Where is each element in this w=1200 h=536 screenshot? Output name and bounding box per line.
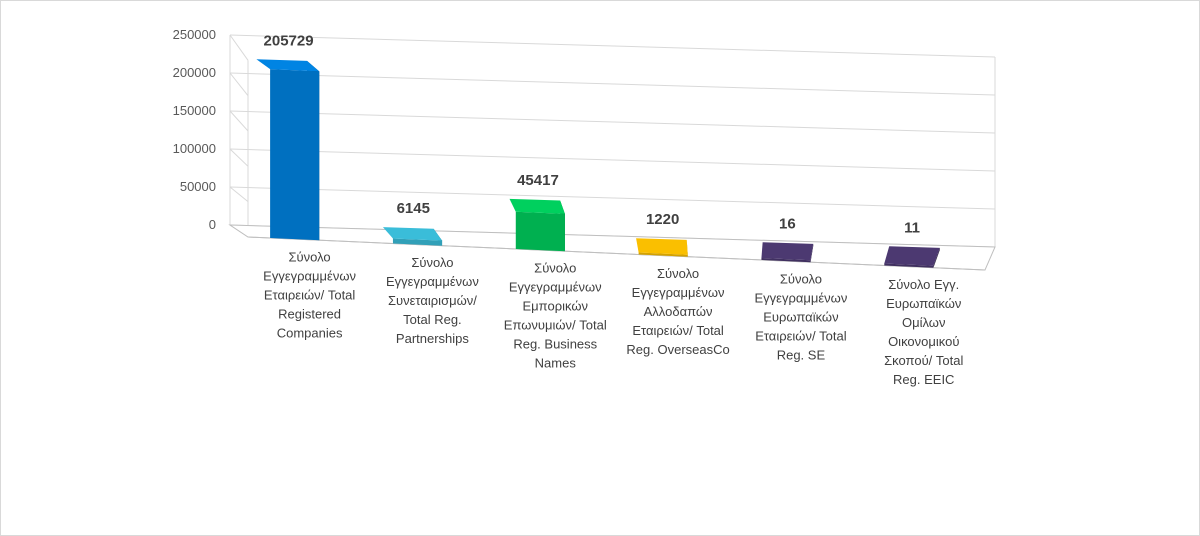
- gridline: [229, 186, 996, 210]
- category-label: Σύνολο Εγγ. Ευρωπαϊκών Ομίλων Οικονομικού Σκ…: [884, 277, 963, 387]
- x-axis-line: [247, 236, 986, 271]
- gridline: [229, 34, 996, 58]
- bar: [884, 246, 940, 268]
- bar-top: [884, 246, 940, 266]
- y-tick-label: 50000: [180, 179, 216, 194]
- bar-side: [810, 243, 814, 263]
- category-label: Σύνολο Εγγεγραμμένων Ευρωπαϊκών Εταιρειών/ …: [755, 271, 848, 362]
- data-label: 45417: [517, 172, 559, 189]
- bar: [382, 227, 443, 246]
- bar-top: [382, 227, 443, 241]
- bar-front: [515, 211, 565, 252]
- y-tick-label: 150000: [173, 103, 216, 118]
- bar-side: [933, 247, 940, 268]
- bar: [256, 59, 320, 241]
- bar: [636, 238, 688, 257]
- category-label: Σύνολο Εγγεγραμμένων Αλλοδαπών Εταιρειών/ T…: [626, 266, 729, 357]
- bar-top: [256, 59, 320, 72]
- bar-top: [509, 198, 565, 214]
- category-label: Σύνολο Εγγεγραμμένων Εμπορικών Επωνυμιών/ T…: [504, 260, 607, 370]
- y-tick-label: 250000: [173, 27, 216, 42]
- chart-walls: [228, 34, 996, 271]
- gridline: [229, 148, 996, 172]
- category-label: Σύνολο Εγγεγραμμένων Συνεταιρισμών/Total R…: [386, 255, 479, 346]
- y-tick-label: 200000: [173, 65, 216, 80]
- side-gridline: [229, 148, 249, 167]
- bar: [761, 242, 814, 263]
- bar-top: [761, 242, 814, 261]
- bar-top: [636, 238, 688, 255]
- bar-front: [884, 263, 934, 268]
- data-labels: 205729 6145 45417 1220 16 11: [264, 32, 920, 236]
- bars: [256, 59, 940, 268]
- bar-front: [638, 252, 688, 257]
- category-label: Σύνολο Εγγεγραμμένων Εταιρειών/ Total Regis…: [263, 249, 356, 340]
- data-label: 1220: [646, 211, 679, 228]
- floor: [228, 224, 996, 271]
- data-label: 6145: [397, 200, 430, 217]
- data-label: 16: [779, 215, 796, 232]
- bar-front: [761, 257, 811, 263]
- bar-front: [392, 238, 443, 246]
- gridline: [229, 110, 996, 134]
- bar: [509, 198, 565, 252]
- data-label: 11: [904, 219, 920, 236]
- side-gridline: [229, 34, 249, 61]
- y-tick-label: 100000: [173, 141, 216, 156]
- data-label: 205729: [264, 32, 314, 49]
- gridline: [229, 72, 996, 96]
- y-tick-label: 0: [209, 217, 216, 232]
- side-gridline: [229, 72, 249, 96]
- y-axis-ticks: 0 50000 100000 150000 200000 250000: [173, 27, 216, 232]
- side-gridline: [229, 110, 249, 132]
- bar-front: [270, 69, 320, 241]
- category-labels: Σύνολο Εγγεγραμμένων Εταιρειών/ Total Regis…: [263, 249, 963, 387]
- side-gridline: [229, 186, 249, 203]
